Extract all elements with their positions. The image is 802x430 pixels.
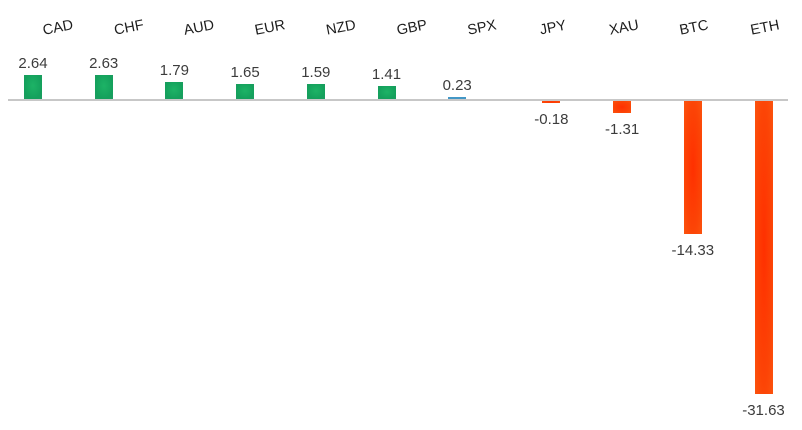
bar-eur	[236, 84, 255, 99]
bar-aud	[165, 82, 184, 99]
bar-btc	[683, 101, 702, 234]
bar-chf	[94, 75, 113, 99]
category-label-jpy: JPY	[538, 17, 568, 39]
value-label-cad: 2.64	[18, 55, 48, 72]
category-label-spx: SPX	[466, 17, 498, 39]
x-axis-baseline	[8, 99, 788, 101]
bar-gbp	[377, 86, 396, 99]
bar-xau	[613, 101, 632, 113]
category-label-eth: ETH	[749, 17, 781, 39]
category-label-btc: BTC	[678, 17, 711, 39]
bar-jpy	[542, 101, 561, 103]
category-label-chf: CHF	[112, 17, 145, 39]
value-label-eth: -31.63	[742, 402, 785, 419]
value-label-jpy: -0.18	[534, 111, 569, 128]
category-label-nzd: NZD	[324, 17, 357, 39]
bar-eth	[754, 101, 773, 394]
value-label-gbp: 1.41	[371, 66, 402, 83]
category-label-cad: CAD	[41, 17, 75, 39]
value-label-nzd: 1.59	[301, 64, 331, 81]
value-label-eur: 1.65	[230, 64, 260, 81]
value-label-chf: 2.63	[89, 55, 119, 72]
bar-nzd	[306, 84, 325, 99]
value-label-btc: -14.33	[671, 242, 715, 259]
category-label-aud: AUD	[182, 17, 216, 39]
bar-cad	[24, 75, 42, 99]
value-label-spx: 0.23	[442, 77, 472, 94]
category-label-xau: XAU	[607, 17, 640, 39]
value-label-aud: 1.79	[159, 62, 189, 79]
value-label-xau: -1.31	[604, 121, 640, 138]
bar-spx	[448, 97, 467, 99]
category-label-eur: EUR	[253, 17, 287, 39]
category-label-gbp: GBP	[394, 17, 429, 39]
